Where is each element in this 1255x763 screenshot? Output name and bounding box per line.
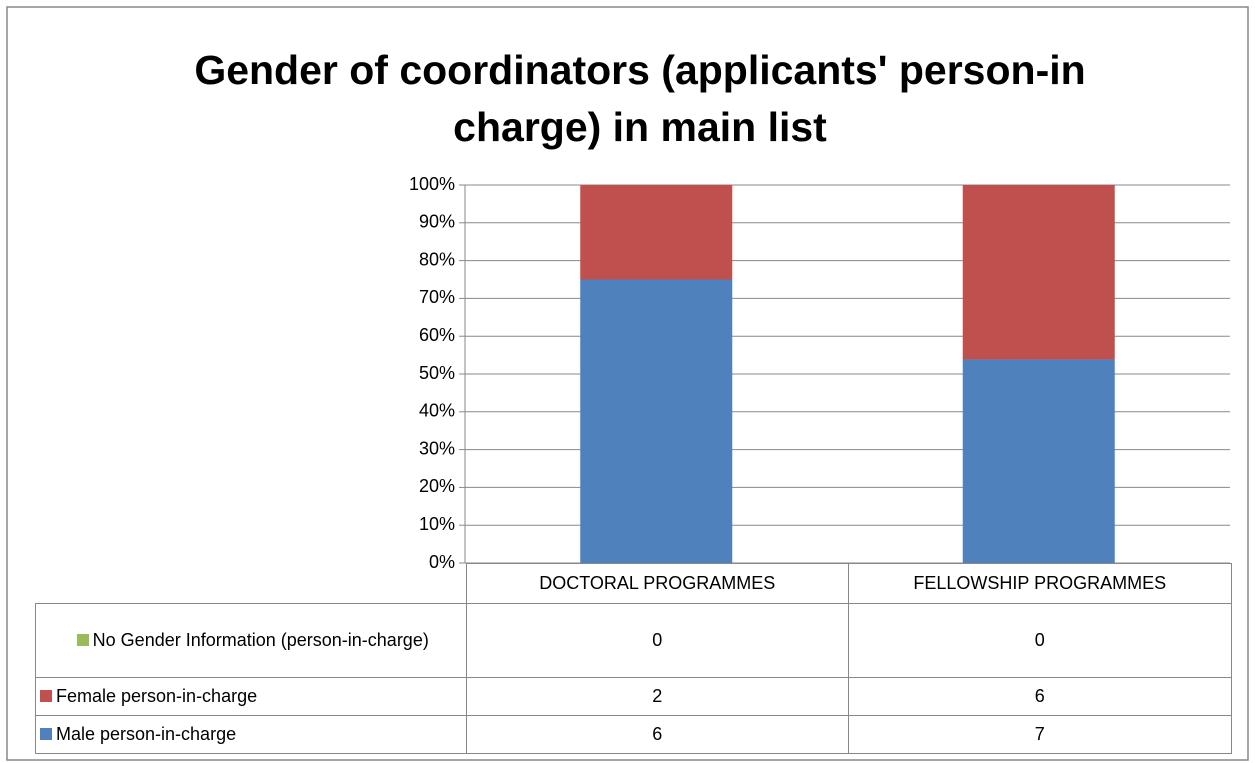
legend-cell: No Gender Information (person-in-charge) [35,602,467,678]
table-row: Female person-in-charge 2 6 [35,676,1232,716]
y-tick-label: 70% [419,287,455,307]
table-value: 6 [465,714,849,754]
y-tick-label: 10% [419,514,455,534]
category-label: FELLOWSHIP PROGRAMMES [848,563,1232,604]
legend-key [40,689,52,702]
chart-frame [6,6,1249,761]
table-value: 7 [848,714,1232,754]
chart-title: Gender of coordinators (applicants' pers… [194,47,1086,150]
bar-segment [962,359,1115,563]
y-tick-label: 60% [419,325,455,345]
table-value: 0 [848,602,1232,678]
category-label: DOCTORAL PROGRAMMES [465,563,849,604]
legend-cell: Male person-in-charge [35,714,467,754]
table-header-row: DOCTORAL PROGRAMMES FELLOWSHIP PROGRAMMES [36,563,1232,604]
y-tick-label: 40% [419,401,455,421]
y-tick-label: 80% [419,249,455,269]
corner-cell [36,564,467,604]
data-table: DOCTORAL PROGRAMMES FELLOWSHIP PROGRAMMES… [35,563,1232,754]
table-value: 0 [465,602,849,678]
bar-segment [962,185,1115,360]
bar-segment [580,185,733,280]
y-tick-label: 20% [419,476,455,496]
legend-label: No Gender Information (person-in-charge) [92,629,429,650]
table-value: 6 [848,676,1232,716]
table-row: Male person-in-charge 6 7 [35,714,1232,754]
legend-key [76,633,89,646]
y-tick-label: 50% [419,363,455,383]
legend-key [40,727,52,740]
y-tick-label: 30% [419,438,455,458]
y-tick-label: 0% [429,552,455,572]
bar-segment [580,279,733,563]
legend-cell: Female person-in-charge [35,676,467,716]
table-value: 2 [465,676,849,716]
legend-label: Female person-in-charge [56,685,258,706]
table-row: No Gender Information (person-in-charge)… [35,602,1232,678]
legend-label: Male person-in-charge [56,723,237,744]
y-tick-label: 100% [409,174,455,194]
y-tick-label: 90% [419,212,455,232]
